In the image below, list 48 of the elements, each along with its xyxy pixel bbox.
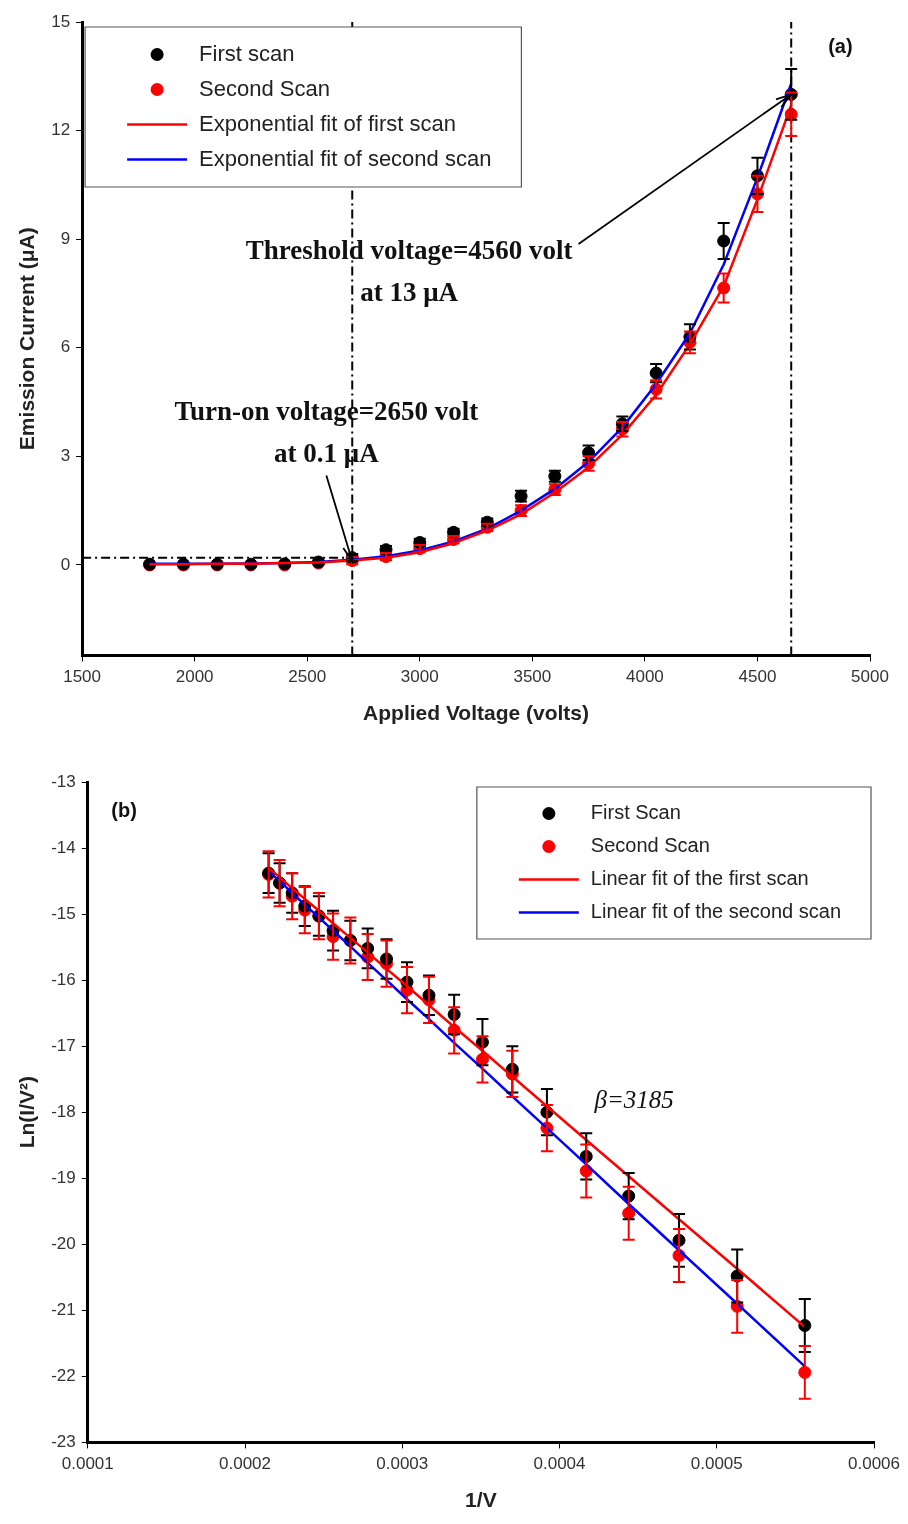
x-axis-title: 1/V	[465, 1488, 497, 1512]
x-tick-label: 0.0002	[219, 1454, 272, 1474]
legend-label: Exponential fit of second scan	[199, 145, 492, 171]
y-axis-title: Ln(I/V²)	[15, 1076, 39, 1149]
x-tick-label: 2000	[175, 667, 214, 687]
y-axis-title: Emission Current (μA)	[15, 227, 39, 451]
x-tick-label: 0.0004	[533, 1454, 586, 1474]
y-tick-label: -19	[51, 1167, 76, 1187]
y-tick-label: -23	[51, 1432, 76, 1452]
legend-label: First Scan	[590, 801, 681, 824]
x-tick-label: 0.0006	[848, 1454, 900, 1474]
legend-label: Exponential fit of first scan	[199, 110, 456, 136]
annotation: Turn-on voltage=2650 volt at 0.1 μA	[174, 396, 479, 469]
annotation: Threshold voltage=4560 volt at 13 μA	[245, 234, 573, 307]
y-tick-label: 3	[60, 446, 71, 466]
x-tick-label: 1500	[63, 667, 102, 687]
y-tick-label: -13	[51, 771, 76, 791]
y-tick-label: -22	[51, 1366, 76, 1386]
y-tick-label: 0	[60, 554, 71, 574]
y-tick-label: 15	[51, 11, 71, 31]
annotation: (a)	[828, 34, 853, 57]
x-tick-label: 0.0001	[61, 1454, 114, 1474]
y-tick-label: -17	[51, 1035, 76, 1055]
x-tick-label: 0.0003	[376, 1454, 429, 1474]
y-tick-label: -21	[51, 1300, 76, 1320]
annotation: β=3185	[593, 1085, 674, 1113]
x-tick-label: 0.0005	[690, 1454, 743, 1474]
annotation: (b)	[111, 799, 137, 822]
y-tick-label: 6	[60, 337, 71, 357]
legend-label: Second Scan	[590, 834, 710, 857]
x-axis-title: Applied Voltage (volts)	[363, 701, 590, 725]
legend-label: First scan	[199, 40, 295, 66]
legend-label: Second Scan	[199, 75, 330, 101]
y-tick-label: -15	[51, 903, 76, 923]
y-tick-label: -16	[51, 969, 76, 989]
y-tick-label: 9	[60, 228, 71, 248]
x-tick-label: 3500	[513, 667, 552, 687]
legend-label: Linear fit of the second scan	[590, 900, 841, 923]
y-tick-label: -18	[51, 1101, 76, 1121]
legend-label: Linear fit of the first scan	[590, 867, 809, 890]
x-tick-label: 4000	[625, 667, 664, 687]
x-tick-label: 3000	[400, 667, 439, 687]
y-tick-label: -20	[51, 1233, 76, 1253]
y-tick-label: -14	[51, 837, 76, 857]
x-tick-label: 4500	[738, 667, 777, 687]
y-tick-label: 12	[51, 120, 71, 140]
x-tick-label: 2500	[288, 667, 327, 687]
x-tick-label: 5000	[851, 667, 889, 687]
